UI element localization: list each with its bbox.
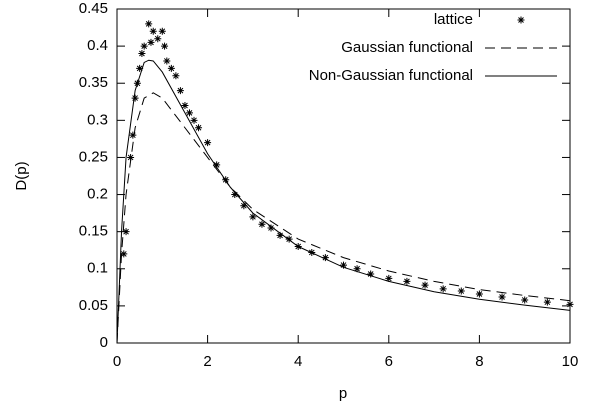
lattice-point <box>129 131 137 139</box>
y-tick-label: 0.4 <box>87 37 108 54</box>
lattice-point <box>403 277 411 285</box>
plot-frame <box>116 8 571 344</box>
y-tick-label: 0.45 <box>79 0 108 17</box>
y-tick-label: 0.25 <box>79 148 108 165</box>
lattice-point <box>421 281 429 289</box>
y-tick-label: 0.1 <box>87 260 108 277</box>
curve <box>116 59 571 344</box>
lattice-point <box>321 254 329 262</box>
lattice-point <box>138 50 146 58</box>
lattice-point <box>439 285 447 293</box>
lattice-point <box>190 116 198 124</box>
lattice-point <box>120 250 128 258</box>
y-tick-label: 0.2 <box>87 186 108 203</box>
x-tick-label: 4 <box>294 353 302 370</box>
legend-label: lattice <box>434 11 473 28</box>
lattice-point <box>543 298 551 306</box>
lattice-point <box>140 42 148 50</box>
lattice-point <box>566 300 574 308</box>
lattice-point <box>258 220 266 228</box>
lattice-point <box>213 161 221 169</box>
legend-label: Gaussian functional <box>341 39 473 56</box>
lattice-point <box>176 87 184 95</box>
lattice-point <box>154 35 162 43</box>
lattice-point <box>267 224 275 232</box>
x-tick-label: 6 <box>385 353 393 370</box>
lattice-point <box>385 274 393 282</box>
x-axis-label: p <box>339 385 347 402</box>
legend-label: Non-Gaussian functional <box>309 67 473 84</box>
lattice-point <box>367 270 375 278</box>
lattice-point <box>172 72 180 80</box>
x-tick-label: 8 <box>475 353 483 370</box>
lattice-point <box>249 213 257 221</box>
lattice-point <box>158 27 166 35</box>
x-tick-label: 0 <box>113 353 121 370</box>
y-tick-label: 0 <box>100 334 108 351</box>
y-axis-label: D(p) <box>13 161 30 190</box>
lattice-point <box>204 139 212 147</box>
lattice-point <box>145 20 153 28</box>
lattice-point <box>353 265 361 273</box>
lattice-point <box>240 202 248 210</box>
lattice-point <box>127 153 135 161</box>
lattice-point <box>285 235 293 243</box>
legend-marker <box>517 16 525 24</box>
lattice-point <box>231 191 239 199</box>
lattice-point <box>149 27 157 35</box>
lattice-point <box>185 109 193 117</box>
y-tick-label: 0.05 <box>79 297 108 314</box>
lattice-point <box>147 38 155 46</box>
lattice-point <box>276 231 284 239</box>
y-tick-label: 0.35 <box>79 74 108 91</box>
lattice-point <box>136 64 144 72</box>
lattice-point <box>498 293 506 301</box>
lattice-point <box>163 57 171 65</box>
x-tick-label: 2 <box>203 353 211 370</box>
lattice-point <box>521 296 529 304</box>
lattice-point <box>195 124 203 132</box>
y-tick-label: 0.15 <box>79 223 108 240</box>
lattice-point <box>181 101 189 109</box>
lattice-point <box>457 287 465 295</box>
lattice-point <box>161 42 169 50</box>
x-tick-label: 10 <box>562 353 579 370</box>
lattice-point <box>131 94 139 102</box>
lattice-point <box>340 261 347 269</box>
lattice-point <box>122 228 130 236</box>
lattice-point <box>475 290 483 298</box>
y-tick-label: 0.3 <box>87 111 108 128</box>
lattice-point <box>167 64 175 72</box>
curve <box>116 92 571 344</box>
